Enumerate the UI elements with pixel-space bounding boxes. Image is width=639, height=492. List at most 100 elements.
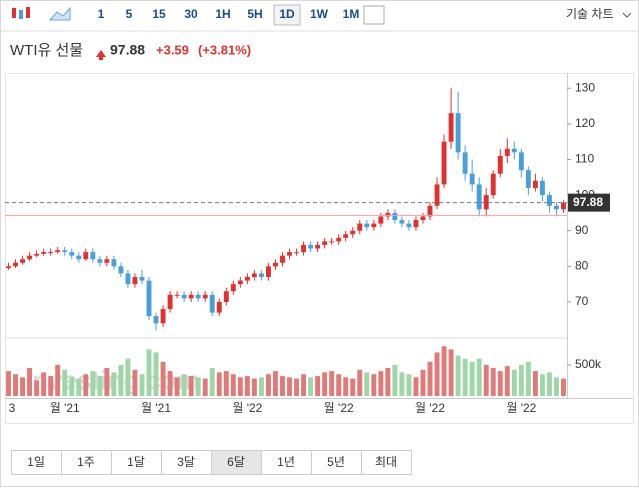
volume-bar <box>399 372 405 396</box>
range-label[interactable]: 최대 <box>375 455 397 469</box>
volume-bar <box>420 369 426 396</box>
candle-body <box>434 184 440 206</box>
volume-bar <box>90 371 96 396</box>
candle-body <box>406 223 412 228</box>
interval-button[interactable]: 1H <box>215 7 230 21</box>
range-button[interactable] <box>11 450 62 475</box>
candle-body <box>104 259 110 263</box>
volume-bar <box>27 368 33 396</box>
y-tick-label: 80 <box>575 259 589 273</box>
volume-bar <box>118 364 124 396</box>
candle-body <box>209 294 215 313</box>
technical-chart-button[interactable]: 기술 차트 <box>566 7 614 21</box>
interval-button[interactable]: 30 <box>184 7 198 21</box>
volume-bar <box>357 369 363 396</box>
volume-bar <box>511 369 517 396</box>
volume-bar <box>322 372 328 396</box>
candle-body <box>455 113 461 153</box>
candle-body <box>97 259 103 263</box>
range-button[interactable] <box>161 450 212 475</box>
area-icon[interactable] <box>48 6 71 21</box>
candle-body <box>188 294 194 299</box>
range-button[interactable] <box>211 450 262 475</box>
candle-body <box>448 113 454 142</box>
range-button[interactable] <box>261 450 312 475</box>
candle-body <box>532 180 538 188</box>
interval-button[interactable]: 5 <box>126 7 133 21</box>
candle-body <box>336 237 342 242</box>
interval-button[interactable]: 1 <box>98 7 105 21</box>
volume-bar <box>195 377 201 396</box>
volume-bar <box>167 371 173 396</box>
volume-bar <box>48 376 54 396</box>
range-label[interactable]: 1달 <box>127 455 145 469</box>
candle-body <box>111 259 117 267</box>
volume-bar <box>406 374 412 396</box>
volume-bar <box>188 376 194 396</box>
range-label[interactable]: 3달 <box>177 455 195 469</box>
volume-bar <box>455 355 461 396</box>
volume-bar <box>146 349 152 396</box>
candle-body <box>174 294 180 296</box>
range-button[interactable] <box>361 450 412 475</box>
interval-button[interactable]: 15 <box>152 7 166 21</box>
volume-bar <box>34 380 40 396</box>
candle-body <box>258 273 264 278</box>
candle-body <box>223 291 229 302</box>
volume-bar <box>258 377 264 396</box>
candle-body <box>90 252 96 260</box>
interval-button[interactable]: 1D <box>279 7 295 21</box>
candle-body <box>41 252 47 254</box>
range-button[interactable] <box>111 450 162 475</box>
candle-body <box>357 223 363 231</box>
interval-button[interactable]: 1W <box>310 7 329 21</box>
volume-bar <box>483 364 489 396</box>
volume-bar <box>153 352 159 396</box>
volume-bar <box>160 361 166 396</box>
candle-body <box>413 220 419 228</box>
volume-bar <box>441 346 447 396</box>
y-tick-label: 120 <box>575 116 595 130</box>
volume-bar <box>561 378 566 396</box>
candle-body <box>420 216 426 221</box>
volume-bar <box>427 361 433 396</box>
candle-body <box>83 252 89 260</box>
candle-body <box>561 202 566 210</box>
candle-icon[interactable] <box>12 7 30 19</box>
range-label[interactable]: 5년 <box>327 455 345 469</box>
candle-body <box>55 250 61 253</box>
volume-bar <box>518 364 524 396</box>
last-price-tag <box>568 193 610 212</box>
volume-bar <box>448 349 454 396</box>
volume-bar <box>216 372 222 396</box>
x-tick-label: 월 '21 <box>141 401 171 415</box>
volume-bar <box>350 378 356 396</box>
volume-bar <box>525 361 531 396</box>
candle-body <box>294 252 299 254</box>
interval-button[interactable]: 1M <box>343 7 360 21</box>
table-icon[interactable] <box>363 5 385 25</box>
volume-bar <box>174 377 180 396</box>
candle-body <box>146 280 152 317</box>
volume-bar <box>76 378 82 396</box>
range-label[interactable]: 1주 <box>77 455 95 469</box>
volume-bar <box>294 378 299 396</box>
candle-body <box>343 234 349 238</box>
volume-bar <box>104 368 110 396</box>
interval-button[interactable]: 5H <box>247 7 262 21</box>
candle-body <box>476 184 482 210</box>
candle-body <box>273 262 278 267</box>
range-label[interactable]: 1년 <box>277 455 295 469</box>
range-label[interactable]: 1일 <box>27 455 45 469</box>
range-button[interactable] <box>61 450 112 475</box>
candle-body <box>546 195 552 206</box>
candle-body <box>62 250 68 253</box>
candle-body <box>6 266 11 269</box>
candle-body <box>539 180 545 196</box>
range-label[interactable]: 6달 <box>227 455 245 469</box>
selected-interval <box>273 4 301 26</box>
candle-body <box>301 244 307 253</box>
volume-bar <box>69 377 75 396</box>
